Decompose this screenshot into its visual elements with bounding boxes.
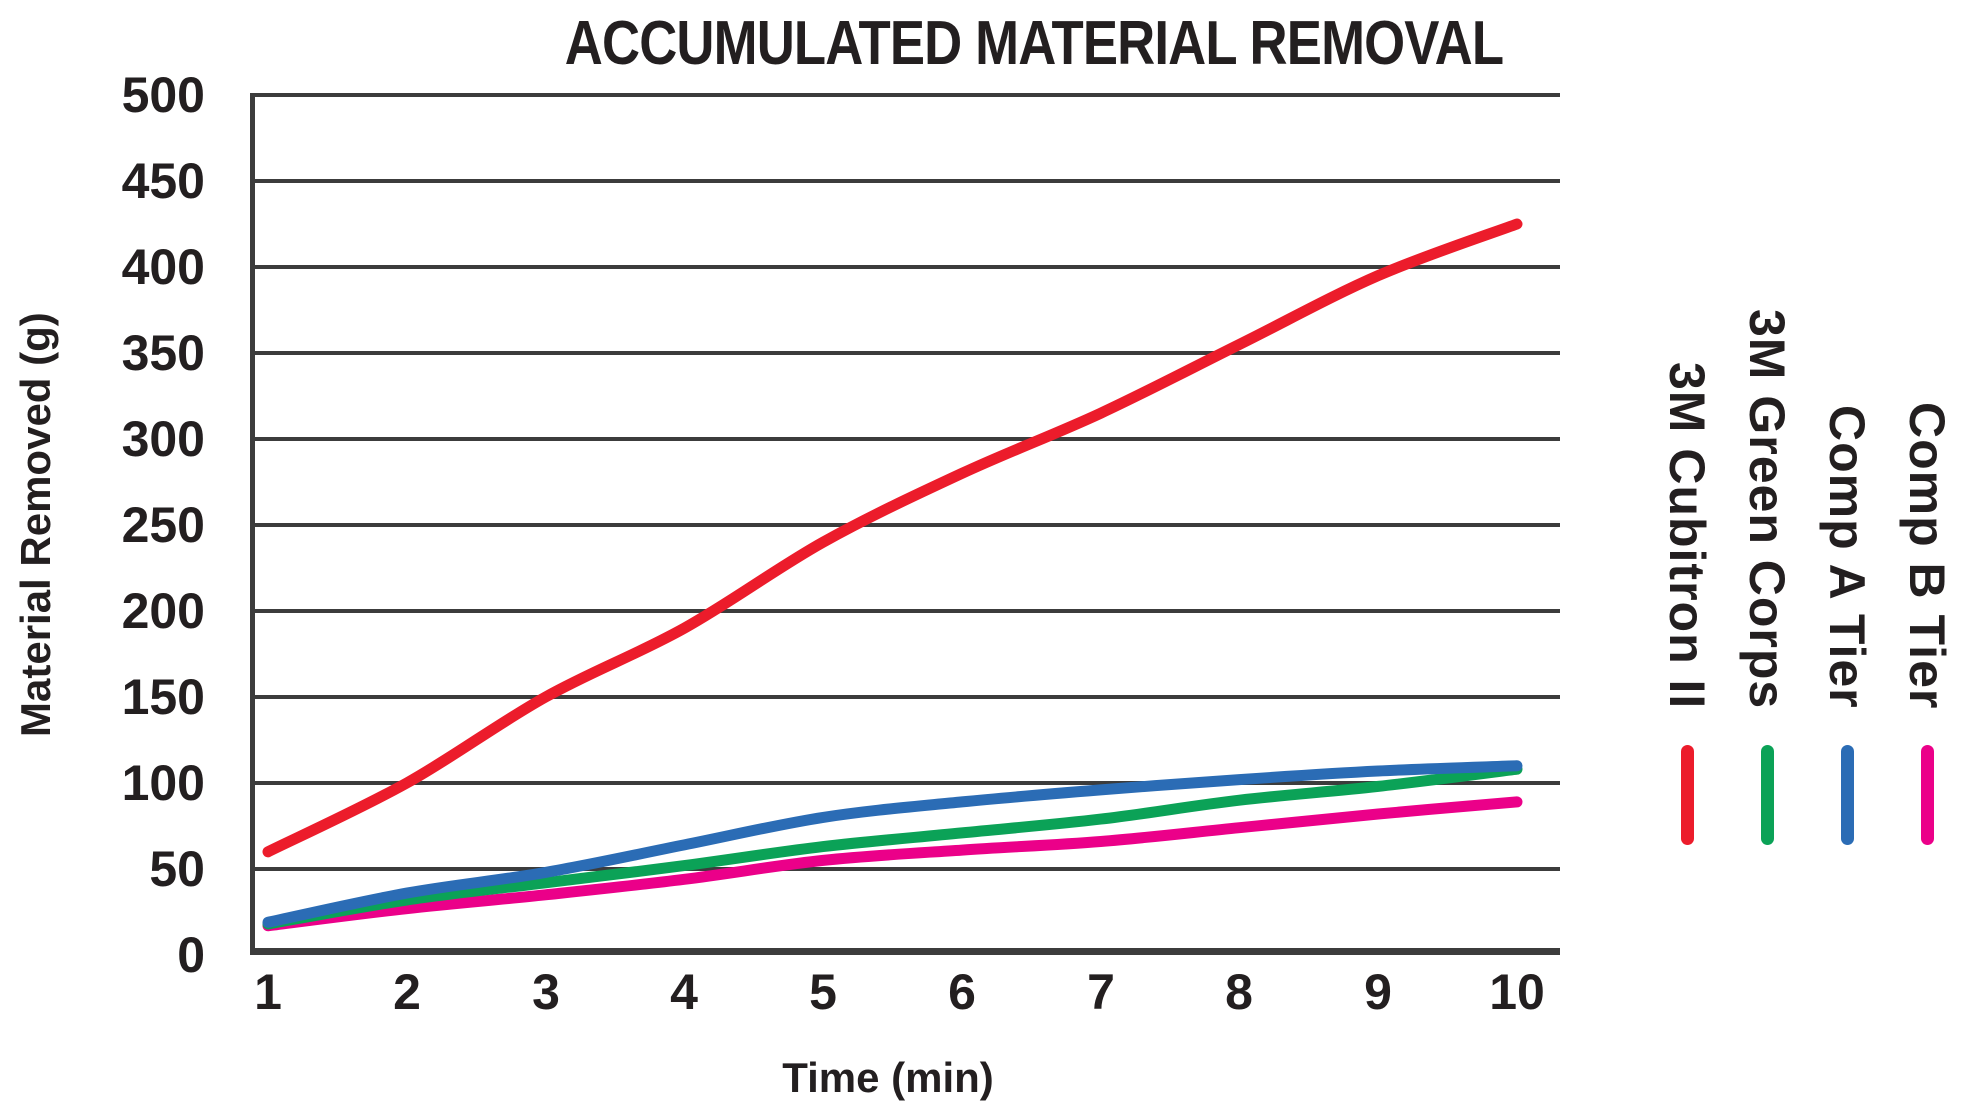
- series-line-comp-b-tier: [262, 796, 1523, 932]
- x-tick-label: 3: [532, 964, 560, 1020]
- y-tick-label: 200: [121, 583, 205, 639]
- x-tick-label: 4: [670, 964, 698, 1020]
- y-tick-label: 100: [121, 755, 205, 811]
- series-line-3m-green-corps: [262, 763, 1523, 930]
- x-tick-label: 2: [393, 964, 421, 1020]
- y-tick-label: 450: [121, 153, 205, 209]
- legend-item: Comp A Tier: [1808, 140, 1886, 845]
- legend-label: Comp B Tier: [1899, 401, 1955, 709]
- y-tick-label: 500: [121, 67, 205, 123]
- y-tick-label: 350: [121, 325, 205, 381]
- y-tick-label: 300: [121, 411, 205, 467]
- plot-area: [250, 93, 1560, 955]
- legend-label: Comp A Tier: [1819, 405, 1875, 709]
- legend-item: 3M Green Corps: [1728, 140, 1806, 845]
- legend-swatch: [1760, 745, 1774, 845]
- legend-item: 3M Cubitron II: [1648, 140, 1726, 845]
- series-line-3m-cubitron-ii: [262, 218, 1523, 858]
- x-tick-label: 10: [1489, 964, 1545, 1020]
- legend-swatch: [1920, 745, 1934, 845]
- y-tick-label: 0: [177, 927, 205, 983]
- x-tick-label: 8: [1225, 964, 1253, 1020]
- x-tick-label: 6: [948, 964, 976, 1020]
- x-axis-tick-labels: 1 2 3 4 5 6 7 8 9 10: [250, 962, 1560, 1022]
- x-tick-label: 5: [809, 964, 837, 1020]
- legend-swatch: [1840, 745, 1854, 845]
- x-tick-label: 7: [1087, 964, 1115, 1020]
- y-axis-tick-labels: 0 50 100 150 200 250 300 350 400 450 500: [0, 67, 205, 983]
- y-tick-label: 250: [121, 497, 205, 553]
- chart-title: ACCUMULATED MATERIAL REMOVAL: [482, 8, 1586, 79]
- y-tick-label: 50: [149, 841, 205, 897]
- x-axis-title: Time (min): [782, 1054, 994, 1101]
- legend-swatch: [1680, 745, 1694, 845]
- legend: 3M Cubitron II 3M Green Corps Comp A Tier C…: [1648, 140, 1966, 845]
- series-line-comp-a-tier: [262, 760, 1523, 928]
- legend-label: 3M Cubitron II: [1659, 361, 1715, 709]
- legend-label: 3M Green Corps: [1739, 308, 1795, 709]
- x-tick-label: 1: [254, 964, 282, 1020]
- chart-title-text: ACCUMULATED MATERIAL REMOVAL: [564, 9, 1504, 78]
- legend-item: Comp B Tier: [1888, 140, 1966, 845]
- y-tick-label: 150: [121, 669, 205, 725]
- y-tick-label: 400: [121, 239, 205, 295]
- x-tick-label: 9: [1364, 964, 1392, 1020]
